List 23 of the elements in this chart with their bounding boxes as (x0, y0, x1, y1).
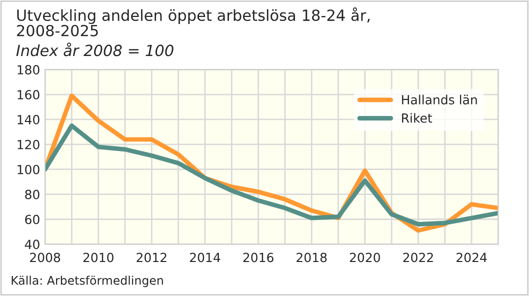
x-tick-label: 2022 (403, 252, 433, 262)
y-tick-label: 120 (18, 140, 40, 150)
y-tick-label: 40 (24, 240, 40, 250)
x-tick-label: 2024 (456, 252, 487, 262)
legend-label: Riket (402, 113, 432, 123)
x-tick-label: 2010 (83, 252, 114, 262)
x-tick-label: 2016 (243, 252, 274, 262)
y-tick-label: 60 (25, 214, 40, 224)
x-tick-label: 2012 (136, 252, 166, 262)
x-tick-label: 2008 (30, 252, 60, 262)
legend-label: Hallands län (402, 94, 477, 104)
chart-subtitle: Index år 2008 = 100 (16, 42, 174, 56)
y-tick-label: 80 (25, 190, 40, 200)
text: Källa: Arbetsförmedlingen (12, 276, 163, 288)
x-tick-label: 2018 (296, 252, 327, 262)
chart-title: Utveckling andelen öppet arbetslösa 18-24 år, 2008-2025 (17, 7, 370, 36)
y-tick-label: 160 (18, 90, 40, 100)
line-series (45, 123, 498, 226)
y-tick-label: 180 (18, 65, 40, 74)
x-tick-label: 2014 (190, 252, 220, 262)
y-tick-label: 100 (18, 164, 40, 174)
x-tick-label: 2020 (350, 252, 380, 262)
y-tick-label: 140 (18, 114, 40, 124)
